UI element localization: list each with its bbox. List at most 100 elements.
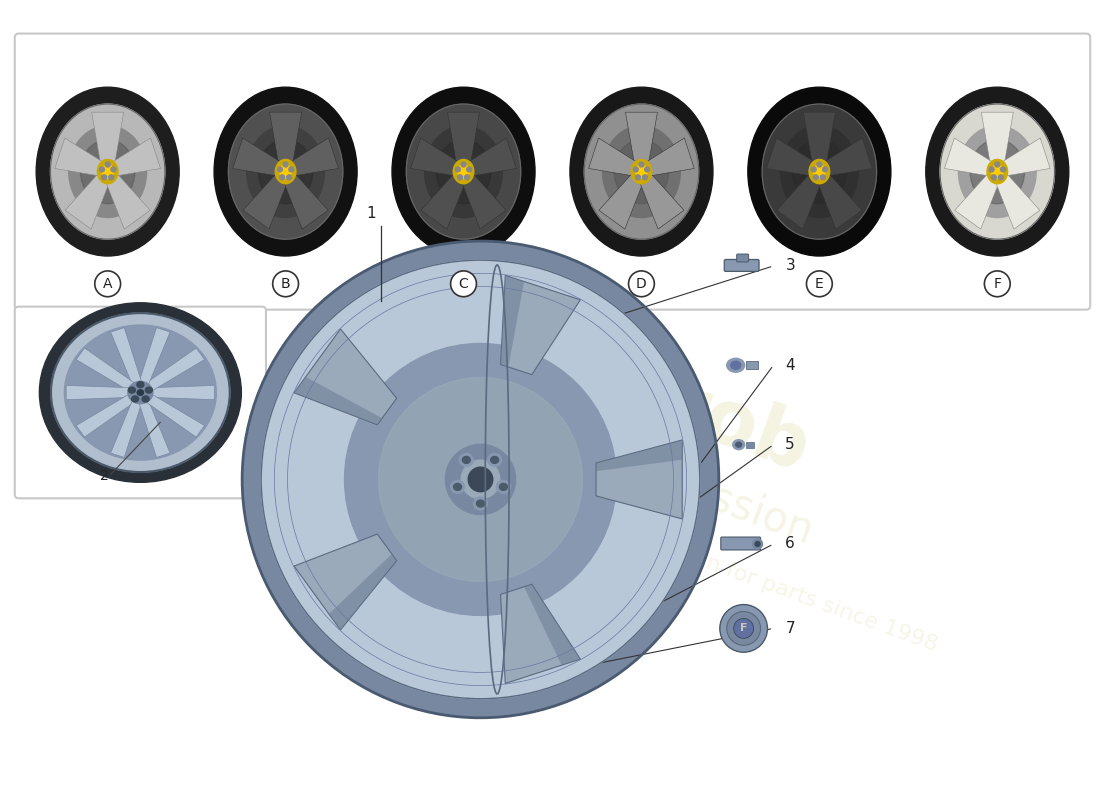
Polygon shape — [76, 348, 143, 396]
Polygon shape — [294, 377, 382, 425]
Ellipse shape — [460, 454, 473, 466]
Circle shape — [734, 618, 754, 638]
Ellipse shape — [810, 159, 829, 184]
Ellipse shape — [736, 442, 741, 447]
Ellipse shape — [129, 387, 135, 393]
Polygon shape — [777, 168, 824, 229]
Circle shape — [727, 611, 760, 646]
Ellipse shape — [451, 481, 464, 494]
FancyBboxPatch shape — [724, 259, 759, 271]
Ellipse shape — [781, 126, 858, 218]
Polygon shape — [284, 138, 339, 177]
Circle shape — [95, 271, 121, 297]
Ellipse shape — [570, 87, 713, 256]
Ellipse shape — [473, 497, 487, 510]
Polygon shape — [91, 112, 123, 171]
Polygon shape — [626, 112, 658, 171]
Circle shape — [628, 271, 654, 297]
Polygon shape — [767, 138, 821, 177]
Ellipse shape — [229, 104, 343, 239]
Ellipse shape — [752, 539, 762, 549]
Ellipse shape — [603, 126, 680, 218]
Ellipse shape — [132, 396, 139, 402]
Polygon shape — [817, 138, 872, 177]
Circle shape — [806, 271, 833, 297]
Text: 6: 6 — [785, 537, 795, 551]
Ellipse shape — [136, 382, 144, 387]
Ellipse shape — [639, 162, 643, 167]
Ellipse shape — [279, 165, 292, 178]
Ellipse shape — [425, 126, 503, 218]
Polygon shape — [233, 138, 287, 177]
Text: A: A — [103, 277, 112, 291]
Ellipse shape — [466, 167, 472, 172]
Text: 5: 5 — [785, 437, 795, 452]
Ellipse shape — [755, 542, 760, 546]
Polygon shape — [598, 168, 646, 229]
Polygon shape — [640, 138, 694, 177]
Ellipse shape — [128, 382, 153, 404]
Polygon shape — [111, 391, 144, 458]
Ellipse shape — [792, 139, 847, 204]
Polygon shape — [66, 386, 141, 400]
Ellipse shape — [275, 159, 296, 184]
Polygon shape — [500, 275, 581, 374]
Ellipse shape — [991, 175, 997, 180]
Circle shape — [273, 271, 298, 297]
Text: a passion for parts since 1998: a passion for parts since 1998 — [617, 522, 940, 656]
Ellipse shape — [645, 167, 650, 172]
FancyBboxPatch shape — [14, 34, 1090, 310]
Polygon shape — [106, 138, 161, 177]
Ellipse shape — [631, 159, 651, 184]
Ellipse shape — [446, 444, 516, 514]
Ellipse shape — [344, 343, 616, 615]
Polygon shape — [410, 138, 465, 177]
Polygon shape — [462, 138, 516, 177]
Ellipse shape — [261, 260, 700, 698]
Ellipse shape — [940, 104, 1055, 239]
Ellipse shape — [491, 457, 498, 463]
Ellipse shape — [817, 162, 822, 167]
Ellipse shape — [65, 325, 217, 460]
Ellipse shape — [813, 175, 818, 180]
Ellipse shape — [99, 167, 104, 172]
Polygon shape — [500, 275, 524, 367]
Ellipse shape — [814, 165, 825, 178]
Ellipse shape — [584, 104, 698, 239]
Polygon shape — [280, 168, 328, 229]
Ellipse shape — [462, 457, 471, 463]
Polygon shape — [588, 138, 643, 177]
Polygon shape — [981, 112, 1013, 171]
Ellipse shape — [109, 175, 113, 180]
Text: 1: 1 — [366, 206, 376, 222]
Ellipse shape — [279, 175, 285, 180]
Polygon shape — [76, 389, 143, 437]
Ellipse shape — [821, 175, 825, 180]
Polygon shape — [138, 389, 205, 437]
Bar — [746, 362, 758, 370]
Ellipse shape — [51, 104, 165, 239]
FancyBboxPatch shape — [737, 254, 749, 262]
Text: 7: 7 — [785, 621, 795, 636]
Polygon shape — [270, 112, 301, 171]
Ellipse shape — [461, 460, 499, 498]
Polygon shape — [459, 168, 506, 229]
Ellipse shape — [490, 246, 527, 713]
Ellipse shape — [496, 481, 510, 494]
Polygon shape — [596, 440, 682, 519]
Ellipse shape — [1001, 167, 1005, 172]
Polygon shape — [955, 168, 1002, 229]
Ellipse shape — [499, 483, 507, 490]
Text: F: F — [740, 623, 747, 634]
Ellipse shape — [36, 87, 179, 256]
Ellipse shape — [69, 126, 146, 218]
Polygon shape — [596, 440, 682, 471]
Ellipse shape — [487, 454, 502, 466]
Ellipse shape — [634, 167, 638, 172]
Ellipse shape — [242, 241, 718, 718]
Polygon shape — [111, 328, 144, 394]
Ellipse shape — [970, 139, 1024, 204]
Ellipse shape — [142, 396, 150, 402]
Ellipse shape — [762, 104, 877, 239]
Ellipse shape — [958, 126, 1036, 218]
